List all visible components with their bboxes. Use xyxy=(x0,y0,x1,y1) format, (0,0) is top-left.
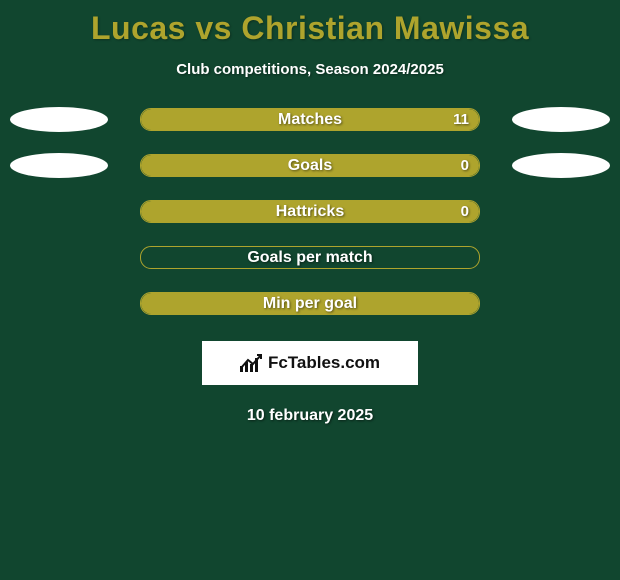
stat-label: Goals xyxy=(288,157,332,175)
page-subtitle: Club competitions, Season 2024/2025 xyxy=(176,61,444,78)
stat-label: Hattricks xyxy=(276,203,344,221)
stat-row: Hattricks 0 xyxy=(0,200,620,223)
comparison-card: Lucas vs Christian Mawissa Club competit… xyxy=(0,0,620,580)
stats-container: Matches 11 Goals 0 Hattricks 0 Goals per match… xyxy=(0,108,620,315)
right-ellipse xyxy=(512,153,610,178)
stat-bar: Min per goal xyxy=(140,292,480,315)
stat-right-value: 11 xyxy=(453,111,469,128)
stat-label: Min per goal xyxy=(263,295,357,313)
brand-badge[interactable]: FcTables.com xyxy=(202,341,418,385)
stat-bar: Hattricks 0 xyxy=(140,200,480,223)
left-ellipse xyxy=(10,153,108,178)
stat-label: Goals per match xyxy=(247,249,372,267)
stat-bar: Goals per match xyxy=(140,246,480,269)
brand-name: FcTables.com xyxy=(268,353,380,373)
stat-row: Goals 0 xyxy=(0,154,620,177)
stat-bar: Goals 0 xyxy=(140,154,480,177)
stat-right-value: 0 xyxy=(461,157,469,174)
stat-row: Goals per match xyxy=(0,246,620,269)
stat-right-value: 0 xyxy=(461,203,469,220)
stat-label: Matches xyxy=(278,111,342,129)
left-ellipse xyxy=(10,107,108,132)
stat-row: Min per goal xyxy=(0,292,620,315)
snapshot-date: 10 february 2025 xyxy=(247,407,373,425)
bar-chart-icon xyxy=(240,354,262,372)
stat-bar: Matches 11 xyxy=(140,108,480,131)
page-title: Lucas vs Christian Mawissa xyxy=(91,10,529,47)
stat-row: Matches 11 xyxy=(0,108,620,131)
right-ellipse xyxy=(512,107,610,132)
